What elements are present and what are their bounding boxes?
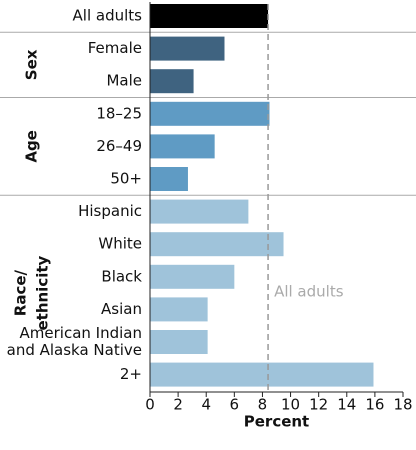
x-tick-label: 4 [201,396,211,414]
category-label: 2+ [120,365,142,383]
bar [150,69,194,94]
group-label: Sex [23,49,41,80]
bar [150,167,188,191]
x-tick-label: 14 [337,396,356,414]
category-label: American Indian [20,324,142,342]
bar [150,4,269,28]
bar [150,199,249,224]
bar [150,232,284,257]
category-label: White [98,235,142,253]
group-label: Race/ [12,269,30,316]
category-label: Male [106,72,142,90]
category-label: and Alaska Native [7,341,142,359]
category-label: 50+ [110,170,142,188]
category-label: 26–49 [96,137,142,155]
bar [150,362,374,387]
x-tick-label: 16 [365,396,384,414]
x-tick-label: 10 [281,396,300,414]
x-tick-label: 0 [145,396,155,414]
bar [150,134,215,159]
category-label: 18–25 [96,104,142,122]
x-tick-label: 6 [230,396,240,414]
x-tick-label: 8 [258,396,268,414]
bar [150,36,225,61]
reference-label: All adults [274,283,344,301]
category-label: Female [88,39,142,57]
x-tick-label: 12 [309,396,328,414]
category-label: Asian [101,300,142,318]
bar [150,264,235,289]
x-axis-label: Percent [244,413,309,431]
group-label: Age [23,130,41,163]
x-tick-label: 18 [393,396,412,414]
bar [150,330,208,354]
category-label: All adults [73,7,143,25]
bar [150,101,270,126]
group-label: ethnicity [34,255,52,330]
x-tick-label: 2 [173,396,183,414]
category-label: Black [101,267,142,285]
bar [150,297,208,322]
category-label: Hispanic [78,202,142,220]
